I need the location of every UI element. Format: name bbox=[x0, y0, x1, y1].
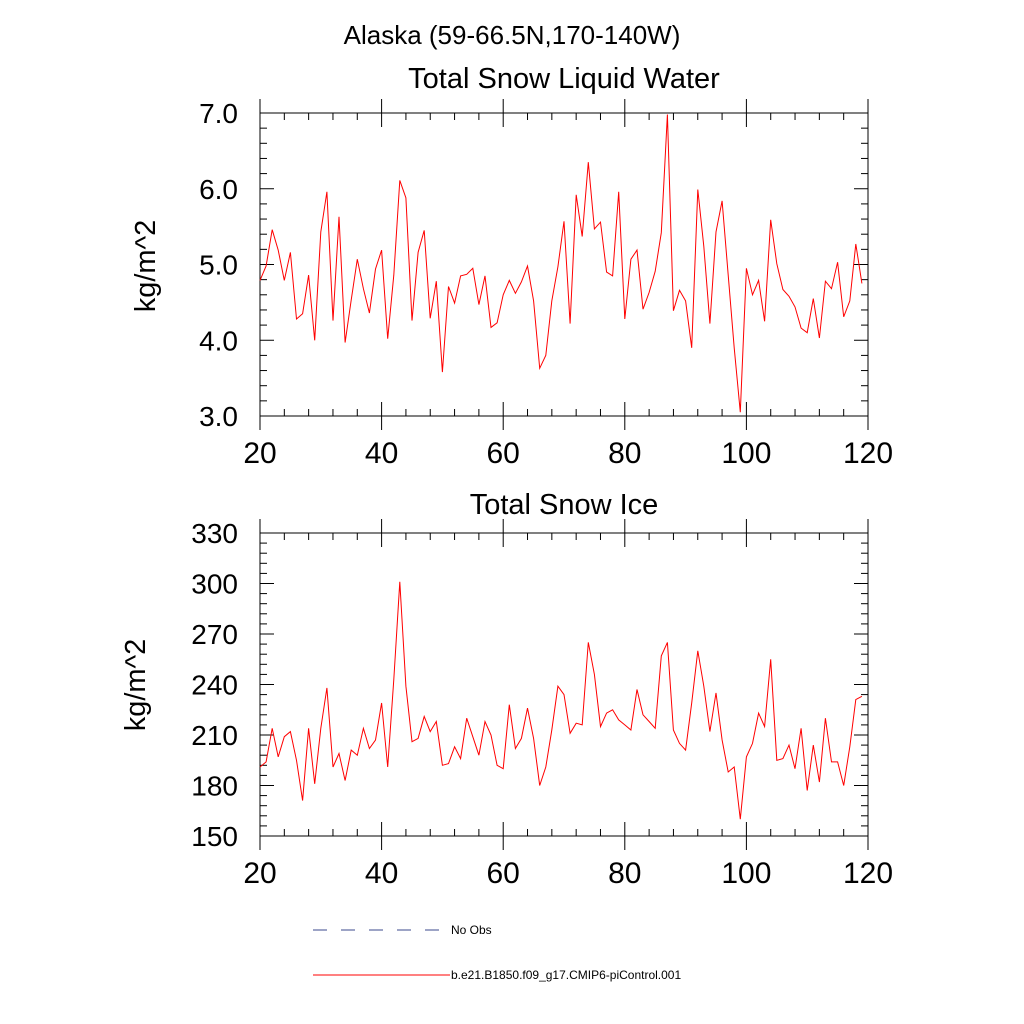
legend-label-model: b.e21.B1850.f09_g17.CMIP6-piControl.001 bbox=[451, 968, 681, 982]
x-tick-label: 100 bbox=[721, 437, 771, 470]
series-line bbox=[259, 114, 863, 413]
plot-frame bbox=[259, 532, 869, 837]
y-tick-label: 4.0 bbox=[199, 325, 238, 356]
y-tick-label: 270 bbox=[191, 619, 238, 650]
y-axis-label: kg/m^2 bbox=[130, 220, 162, 313]
plot-axes: 20 40 60 80 100 120 150 180 210 240 270 300 330 bbox=[191, 518, 893, 890]
x-tick-label: 80 bbox=[608, 437, 641, 470]
x-tick-label: 40 bbox=[365, 857, 398, 890]
panel-title: Total Snow Liquid Water bbox=[408, 63, 720, 95]
y-tick-label: 3.0 bbox=[199, 401, 238, 432]
snow-ice-panel: Total Snow Ice kg/m^2 20 40 60 80 100 120 150 1… bbox=[120, 489, 893, 890]
x-tick-label: 120 bbox=[843, 437, 893, 470]
y-tick-label: 180 bbox=[191, 771, 238, 802]
x-tick-label: 120 bbox=[843, 857, 893, 890]
y-axis-label: kg/m^2 bbox=[120, 639, 152, 732]
y-tick-label: 240 bbox=[191, 670, 238, 701]
snow-liquid-water-panel: Total Snow Liquid Water kg/m^2 20 40 60 80 1… bbox=[130, 63, 893, 470]
x-tick-label: 60 bbox=[487, 437, 520, 470]
y-tick-label: 330 bbox=[191, 518, 238, 549]
figure-title: Alaska (59-66.5N,170-140W) bbox=[344, 20, 681, 50]
y-tick-label: 300 bbox=[191, 569, 238, 600]
x-tick-label: 40 bbox=[365, 437, 398, 470]
y-tick-label: 210 bbox=[191, 720, 238, 751]
legend: No Obs b.e21.B1850.f09_g17.CMIP6-piContr… bbox=[313, 923, 681, 982]
plot-marks bbox=[259, 581, 863, 820]
y-tick-label: 150 bbox=[191, 821, 238, 852]
plot-marks bbox=[259, 114, 863, 413]
x-tick-label: 60 bbox=[487, 857, 520, 890]
x-tick-label: 100 bbox=[721, 857, 771, 890]
legend-label-obs: No Obs bbox=[451, 923, 492, 937]
y-tick-label: 7.0 bbox=[199, 98, 238, 129]
x-tick-label: 80 bbox=[608, 857, 641, 890]
x-tick-label: 20 bbox=[243, 857, 276, 890]
x-tick-label: 20 bbox=[243, 437, 276, 470]
series-line bbox=[259, 581, 863, 820]
y-tick-label: 6.0 bbox=[199, 174, 238, 205]
y-tick-label: 5.0 bbox=[199, 250, 238, 281]
plot-axes: 20 40 60 80 100 120 3.0 4.0 5.0 6.0 7.0 bbox=[199, 98, 893, 470]
panel-title: Total Snow Ice bbox=[470, 489, 659, 521]
